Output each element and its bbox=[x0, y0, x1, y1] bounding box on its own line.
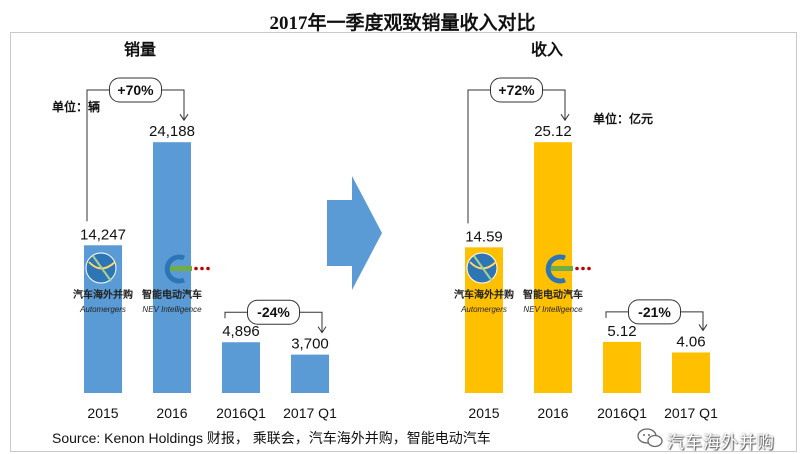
logo-subtitle: NEV Intelligence bbox=[142, 305, 202, 314]
bar bbox=[222, 342, 260, 393]
data-label: 4,896 bbox=[222, 323, 260, 340]
logo-subtitle: Automergers bbox=[460, 305, 507, 314]
growth-label: +72% bbox=[498, 82, 535, 98]
nev-logo-icon bbox=[194, 266, 198, 271]
logo-name: 智能电动汽车 bbox=[142, 288, 202, 301]
logo-subtitle: NEV Intelligence bbox=[523, 305, 583, 314]
tick-label: 2016 bbox=[537, 405, 568, 421]
tick-label: 2016Q1 bbox=[216, 405, 266, 421]
nev-logo-icon bbox=[206, 266, 210, 271]
data-label: 5.12 bbox=[607, 323, 636, 340]
page-title: 2017年一季度观致销量收入对比 bbox=[269, 13, 536, 34]
nev-logo-icon bbox=[545, 254, 566, 284]
data-label: 25.12 bbox=[534, 123, 572, 140]
nev-logo-icon bbox=[545, 254, 591, 284]
growth-badge bbox=[490, 77, 543, 103]
logo-subtitle: Automergers bbox=[79, 305, 126, 314]
nev-logo-icon bbox=[587, 266, 591, 271]
data-label: 3,700 bbox=[291, 336, 329, 353]
tick-label: 2016 bbox=[156, 405, 187, 421]
tick-label: 2017 Q1 bbox=[283, 405, 337, 421]
logo-name: 智能电动汽车 bbox=[523, 288, 583, 301]
tick-label: 2017 Q1 bbox=[664, 405, 718, 421]
nev-logo-icon bbox=[164, 254, 210, 284]
unit-label: 单位：亿元 bbox=[593, 111, 653, 126]
growth-badge bbox=[628, 299, 681, 325]
data-label: 14,247 bbox=[80, 226, 126, 243]
growth-badge bbox=[247, 299, 300, 325]
nev-logo-icon bbox=[200, 266, 204, 271]
tick-label: 2015 bbox=[87, 405, 118, 421]
right-arrow-icon bbox=[327, 176, 382, 290]
nev-logo-icon bbox=[575, 266, 579, 271]
nev-logo-icon bbox=[551, 266, 573, 271]
watermark: 汽车海外并购 bbox=[667, 433, 775, 452]
bar bbox=[672, 352, 710, 393]
source-note: Source: Kenon Holdings 财报， 乘联会，汽车海外并购，智能… bbox=[52, 430, 491, 446]
unit-label: 单位：辆 bbox=[52, 99, 100, 114]
growth-label: -21% bbox=[638, 304, 671, 320]
growth-badge bbox=[109, 77, 162, 103]
nev-logo-icon bbox=[164, 254, 185, 284]
arrow-head bbox=[179, 113, 189, 122]
logo-name: 汽车海外并购 bbox=[454, 288, 514, 301]
growth-label: -24% bbox=[257, 304, 290, 320]
nev-logo-icon bbox=[581, 266, 585, 271]
data-label: 14.59 bbox=[465, 228, 503, 245]
arrow-head bbox=[698, 324, 708, 332]
bar bbox=[603, 341, 641, 393]
tick-label: 2016Q1 bbox=[597, 405, 647, 421]
growth-label: +70% bbox=[117, 82, 154, 98]
chart-title: 销量 bbox=[124, 40, 156, 59]
chat-bubble-icon bbox=[637, 428, 663, 448]
data-label: 4.06 bbox=[676, 333, 705, 350]
chart-title: 收入 bbox=[531, 40, 563, 59]
nev-logo-icon bbox=[170, 266, 192, 271]
globe-logo-icon bbox=[92, 255, 112, 282]
data-label: 24,188 bbox=[149, 123, 195, 140]
globe-logo-icon bbox=[473, 255, 493, 282]
globe-logo-icon bbox=[466, 252, 498, 284]
tick-label: 2015 bbox=[468, 405, 499, 421]
bar bbox=[291, 354, 329, 393]
arrow-head bbox=[560, 113, 570, 122]
arrow-head bbox=[317, 326, 327, 334]
chart-frame bbox=[10, 32, 797, 452]
logo-name: 汽车海外并购 bbox=[73, 288, 133, 301]
globe-logo-icon bbox=[85, 252, 117, 284]
